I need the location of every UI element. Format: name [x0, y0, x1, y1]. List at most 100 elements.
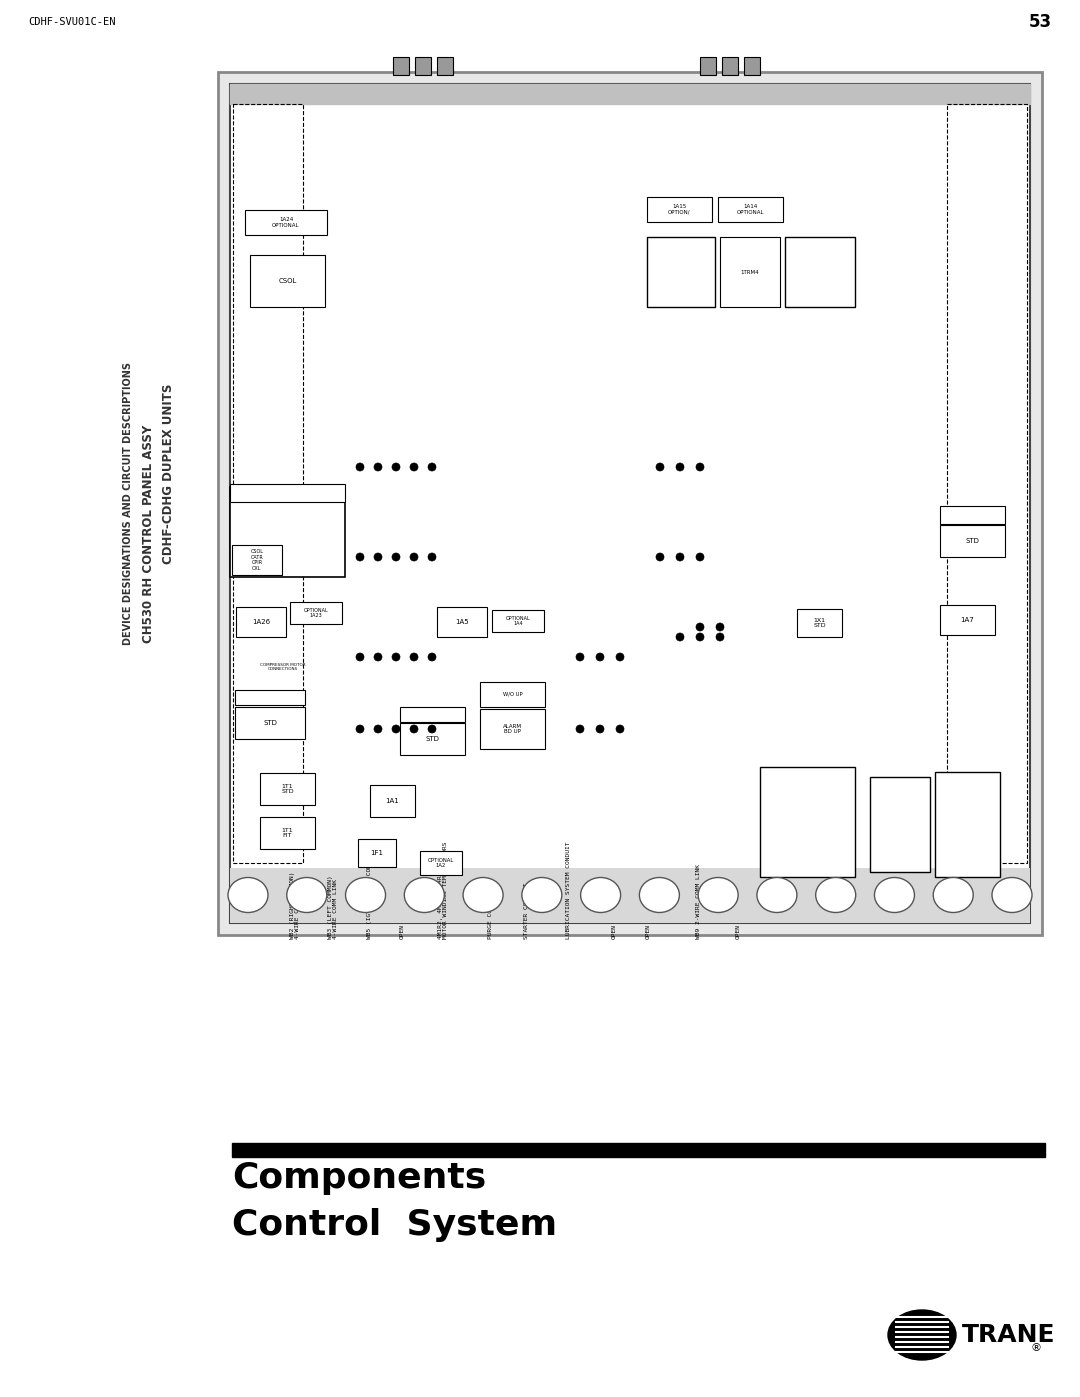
Circle shape — [428, 462, 436, 471]
Text: WB9 2-WIRE COMM LINK: WB9 2-WIRE COMM LINK — [696, 863, 701, 939]
Circle shape — [656, 462, 664, 471]
Text: 4M1R2, 4M1R3 & 4R1M4
MOTOR WINDING TEMP SENSORS: 4M1R2, 4M1R3 & 4R1M4 MOTOR WINDING TEMP … — [437, 841, 448, 939]
Text: Components: Components — [232, 1161, 486, 1194]
Text: 1A5: 1A5 — [455, 619, 469, 624]
Text: OPEN: OPEN — [611, 923, 617, 939]
Bar — [760, 767, 855, 877]
Text: STD: STD — [264, 719, 276, 726]
Text: 1A24
OPTIONAL: 1A24 OPTIONAL — [272, 217, 300, 228]
Text: ®: ® — [1030, 1343, 1041, 1354]
Bar — [647, 197, 712, 222]
Bar — [232, 545, 282, 576]
Bar — [940, 525, 1005, 557]
Circle shape — [410, 725, 418, 733]
Circle shape — [356, 725, 364, 733]
Bar — [237, 608, 286, 637]
Bar — [492, 610, 544, 631]
Ellipse shape — [463, 877, 503, 912]
Text: OPTIONAL: OPTIONAL — [271, 279, 299, 285]
Text: STD: STD — [966, 538, 980, 543]
Circle shape — [676, 462, 684, 471]
Ellipse shape — [757, 877, 797, 912]
Bar — [249, 256, 325, 307]
Text: TRANE: TRANE — [962, 1323, 1055, 1347]
Circle shape — [576, 725, 584, 733]
Bar — [935, 773, 1000, 877]
Circle shape — [374, 725, 382, 733]
Ellipse shape — [581, 877, 621, 912]
Bar — [415, 57, 431, 75]
Circle shape — [716, 623, 724, 631]
Circle shape — [576, 652, 584, 661]
Text: CDHF-CDHG DUPLEX UNITS: CDHF-CDHG DUPLEX UNITS — [162, 383, 175, 563]
Ellipse shape — [404, 877, 444, 912]
Bar — [230, 488, 345, 577]
Circle shape — [410, 462, 418, 471]
Text: 1A26: 1A26 — [252, 619, 270, 624]
Text: OPTIONAL
1A23: OPTIONAL 1A23 — [303, 608, 328, 619]
Circle shape — [696, 623, 704, 631]
Bar — [393, 57, 409, 75]
Text: OPTIONAL
1A2: OPTIONAL 1A2 — [428, 858, 454, 869]
Text: PURGE CONDUIT: PURGE CONDUIT — [487, 890, 492, 939]
Circle shape — [596, 652, 604, 661]
Bar — [720, 237, 780, 307]
Circle shape — [392, 725, 400, 733]
Text: 1T1
STD: 1T1 STD — [281, 784, 294, 795]
Text: ALARM
BD UP: ALARM BD UP — [503, 724, 522, 735]
Bar — [480, 710, 545, 749]
Circle shape — [716, 633, 724, 641]
Ellipse shape — [287, 877, 327, 912]
Text: OPEN: OPEN — [400, 923, 405, 939]
Bar — [647, 237, 715, 307]
Circle shape — [392, 652, 400, 661]
Circle shape — [696, 462, 704, 471]
Circle shape — [676, 633, 684, 641]
Ellipse shape — [993, 877, 1032, 912]
Ellipse shape — [815, 877, 855, 912]
Circle shape — [696, 553, 704, 562]
Text: CSOL
CATR
CPIR
CXL: CSOL CATR CPIR CXL — [251, 549, 264, 571]
Circle shape — [356, 462, 364, 471]
Circle shape — [374, 553, 382, 562]
Text: 1T1
FIT: 1T1 FIT — [282, 827, 294, 838]
Bar — [235, 707, 305, 739]
Bar — [940, 506, 1005, 524]
Circle shape — [428, 652, 436, 661]
Text: 1A14
OPTIONAL: 1A14 OPTIONAL — [737, 204, 765, 215]
Circle shape — [392, 553, 400, 562]
Text: OPTIONAL
1A4: OPTIONAL 1A4 — [505, 616, 530, 626]
Ellipse shape — [639, 877, 679, 912]
Text: 1A7: 1A7 — [960, 617, 974, 623]
Circle shape — [696, 633, 704, 641]
Circle shape — [616, 725, 624, 733]
Circle shape — [356, 652, 364, 661]
Circle shape — [410, 652, 418, 661]
Text: 1A15
OPTION/: 1A15 OPTION/ — [669, 204, 691, 215]
Circle shape — [410, 553, 418, 562]
Ellipse shape — [522, 877, 562, 912]
Bar — [218, 73, 1042, 935]
Bar — [437, 608, 487, 637]
Bar — [245, 210, 327, 235]
Text: 1A1: 1A1 — [386, 798, 400, 805]
Text: WB3 (LEFT COMMON)
4-WIRE COMM LINK: WB3 (LEFT COMMON) 4-WIRE COMM LINK — [327, 876, 338, 939]
Text: TRIM COMMUNICATIONS: TRIM COMMUNICATIONS — [651, 239, 711, 244]
Text: STD: STD — [426, 736, 440, 742]
Text: CH530 RH CONTROL PANEL ASSY: CH530 RH CONTROL PANEL ASSY — [141, 425, 154, 643]
Bar — [797, 609, 842, 637]
Bar — [723, 57, 738, 75]
Bar — [230, 868, 1030, 923]
Text: CDHF-SVU01C-EN: CDHF-SVU01C-EN — [28, 17, 116, 27]
Text: OPEN: OPEN — [735, 923, 741, 939]
Bar — [437, 57, 453, 75]
Ellipse shape — [933, 877, 973, 912]
Text: 1TRM4: 1TRM4 — [741, 270, 759, 274]
Bar — [291, 602, 342, 624]
Ellipse shape — [228, 877, 268, 912]
Circle shape — [428, 725, 436, 733]
Bar — [230, 84, 1030, 103]
Bar — [744, 57, 760, 75]
Bar — [370, 785, 415, 817]
Bar — [232, 1143, 1045, 1157]
